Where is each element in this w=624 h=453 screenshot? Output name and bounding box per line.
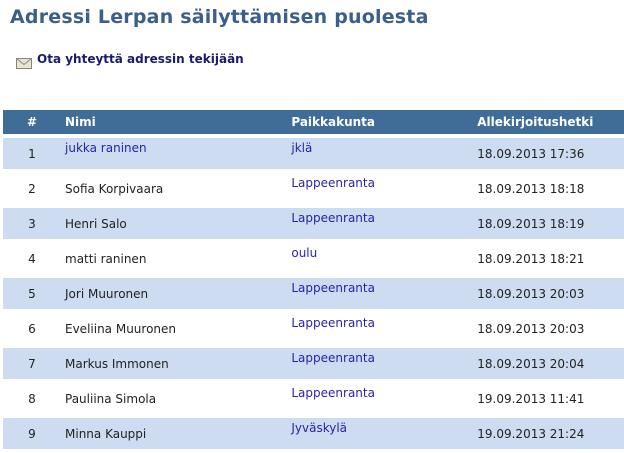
table-row: 6 Eveliina Muuronen Lappeenranta 18.09.2013… — [3, 313, 624, 344]
row-city-cell: Lappeenranta — [287, 313, 474, 344]
signer-city-link[interactable]: jklä — [291, 141, 313, 155]
envelope-icon — [16, 54, 32, 69]
signed-at: 18.09.2013 20:04 — [473, 348, 624, 379]
signer-city-link[interactable]: Lappeenranta — [291, 176, 375, 190]
signer-city-link[interactable]: Lappeenranta — [291, 386, 375, 400]
row-city-cell: oulu — [287, 243, 474, 274]
row-name-cell: Henri Salo — [61, 208, 288, 239]
signed-at: 18.09.2013 20:03 — [473, 313, 624, 344]
signer-name-link[interactable]: jukka raninen — [65, 141, 147, 155]
row-number: 3 — [3, 208, 61, 239]
row-name-cell: Jori Muuronen — [61, 278, 288, 309]
row-city-cell: Lappeenranta — [287, 348, 474, 379]
row-number: 8 — [3, 383, 61, 414]
signer-city-link[interactable]: Lappeenranta — [291, 211, 375, 225]
table-row: 5 Jori Muuronen Lappeenranta 18.09.2013 20:… — [3, 278, 624, 309]
row-number: 5 — [3, 278, 61, 309]
signed-at: 18.09.2013 18:18 — [473, 173, 624, 204]
row-name-cell: matti raninen — [61, 243, 288, 274]
signer-name: Jori Muuronen — [65, 286, 149, 301]
row-name-cell: Sofia Korpivaara — [61, 173, 288, 204]
signer-name: Eveliina Muuronen — [65, 321, 177, 336]
table-row: 1 jukka raninen jklä 18.09.2013 17:36 — [3, 138, 624, 169]
row-city-cell: jklä — [287, 138, 474, 169]
table-header-row: # Nimi Paikkakunta Allekirjoitushetki — [3, 110, 624, 134]
row-number: 1 — [3, 138, 61, 169]
row-number: 6 — [3, 313, 61, 344]
row-number: 2 — [3, 173, 61, 204]
table-row: 8 Pauliina Simola Lappeenranta 19.09.2013 1… — [3, 383, 624, 414]
table-row: 3 Henri Salo Lappeenranta 18.09.2013 18:19 — [3, 208, 624, 239]
row-name-cell: Pauliina Simola — [61, 383, 288, 414]
header-city: Paikkakunta — [287, 110, 474, 134]
signer-city-link[interactable]: Lappeenranta — [291, 316, 375, 330]
table-row: 2 Sofia Korpivaara Lappeenranta 18.09.2013 … — [3, 173, 624, 204]
row-city-cell: Lappeenranta — [287, 208, 474, 239]
contact-author-link[interactable]: Ota yhteyttä adressin tekijään — [16, 52, 244, 69]
signer-name: matti raninen — [65, 251, 147, 266]
row-city-cell: Lappeenranta — [287, 278, 474, 309]
row-city-cell: Lappeenranta — [287, 173, 474, 204]
header-name: Nimi — [61, 110, 288, 134]
header-signed-at: Allekirjoitushetki — [473, 110, 624, 134]
header-number: # — [3, 110, 61, 134]
signer-name: Markus Immonen — [65, 356, 169, 371]
row-name-cell: Eveliina Muuronen — [61, 313, 288, 344]
table-row: 7 Markus Immonen Lappeenranta 18.09.2013 20… — [3, 348, 624, 379]
signer-city-link[interactable]: Jyväskylä — [291, 421, 348, 435]
contact-author-label: Ota yhteyttä adressin tekijään — [37, 52, 244, 66]
row-name-cell: Markus Immonen — [61, 348, 288, 379]
row-name-cell: jukka raninen — [61, 138, 288, 169]
signer-city-link[interactable]: Lappeenranta — [291, 351, 375, 365]
table-row: 4 matti raninen oulu 18.09.2013 18:21 — [3, 243, 624, 274]
page-title: Adressi Lerpan säilyttämisen puolesta — [10, 6, 429, 28]
signer-name: Sofia Korpivaara — [65, 181, 164, 196]
signer-city-link[interactable]: Lappeenranta — [291, 281, 375, 295]
signed-at: 19.09.2013 11:41 — [473, 383, 624, 414]
signed-at: 18.09.2013 20:03 — [473, 278, 624, 309]
row-city-cell: Lappeenranta — [287, 383, 474, 414]
signed-at: 18.09.2013 18:21 — [473, 243, 624, 274]
signed-at: 18.09.2013 17:36 — [473, 138, 624, 169]
signer-name: Henri Salo — [65, 216, 127, 231]
signed-at: 18.09.2013 18:19 — [473, 208, 624, 239]
signer-city-link[interactable]: oulu — [291, 246, 318, 260]
row-number: 4 — [3, 243, 61, 274]
signer-name: Pauliina Simola — [65, 391, 157, 406]
row-number: 7 — [3, 348, 61, 379]
